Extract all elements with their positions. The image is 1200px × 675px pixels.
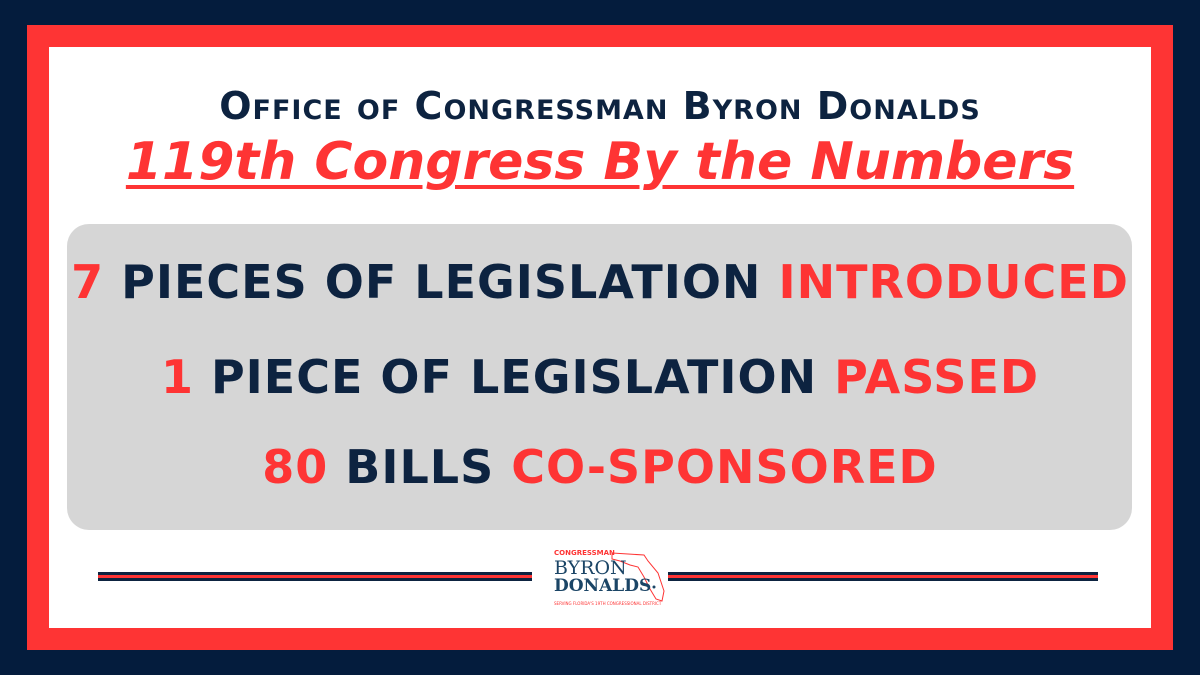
page-title: 119th Congress By the Numbers <box>125 132 1075 192</box>
office-heading: Office of Congressman Byron Donalds <box>219 84 981 128</box>
stat-number: 80 <box>262 440 329 494</box>
byron-donalds-logo: CONGRESSMAN BYRON DONALDS SERVING FLORID… <box>530 545 670 617</box>
stat-text: PIECE OF LEGISLATION <box>210 350 818 404</box>
stat-number: 7 <box>71 255 105 309</box>
stats-box <box>67 224 1132 530</box>
stat-number: 1 <box>160 350 194 404</box>
stat-action: PASSED <box>834 350 1040 404</box>
stat-action: CO-SPONSORED <box>511 440 938 494</box>
logo-first: BYRON <box>554 557 627 579</box>
stat-passed: 1 PIECE OF LEGISLATION PASSED <box>0 350 1200 404</box>
logo-last: DONALDS <box>554 576 652 596</box>
logo-tagline: SERVING FLORIDA'S 19TH CONGRESSIONAL DIS… <box>554 601 662 606</box>
stat-text: PIECES OF LEGISLATION <box>121 255 762 309</box>
stat-action: INTRODUCED <box>778 255 1129 309</box>
divider-left <box>98 572 532 581</box>
stat-cosponsored: 80 BILLS CO-SPONSORED <box>0 440 1200 494</box>
stat-introduced: 7 PIECES OF LEGISLATION INTRODUCED <box>0 255 1200 309</box>
logo-top: CONGRESSMAN <box>554 549 615 557</box>
divider-right <box>668 572 1098 581</box>
florida-outline-icon <box>611 552 665 602</box>
stat-text: BILLS <box>345 440 495 494</box>
